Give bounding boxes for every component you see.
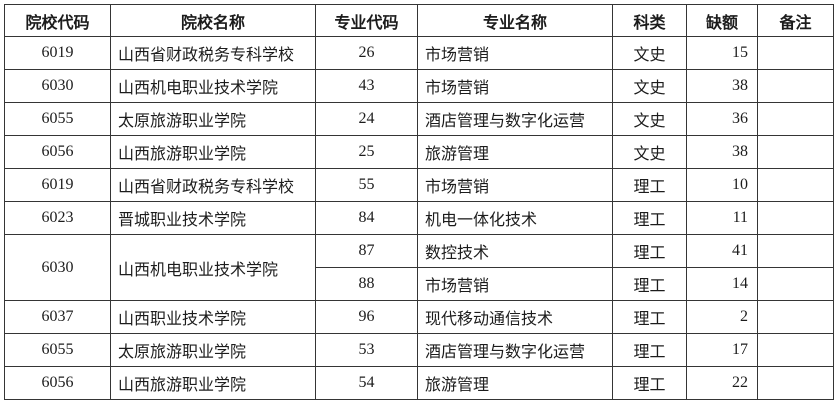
institution-code-cell: 6055 — [4, 102, 111, 136]
institution-name-cell: 山西机电职业技术学院 — [110, 234, 316, 301]
category-cell: 理工 — [612, 366, 687, 400]
table-row: 6030 山西机电职业技术学院 43 市场营销 文史 38 — [4, 69, 834, 103]
major-name-cell: 旅游管理 — [417, 135, 613, 169]
major-name-cell: 机电一体化技术 — [417, 201, 613, 235]
header-major-code: 专业代码 — [315, 4, 418, 37]
category-cell: 文史 — [612, 69, 687, 103]
vacancy-cell: 10 — [686, 168, 758, 202]
institution-code-cell: 6056 — [4, 366, 111, 400]
table-row: 6023 晋城职业技术学院 84 机电一体化技术 理工 11 — [4, 201, 834, 235]
institution-code-cell: 6030 — [4, 234, 111, 301]
table-row: 6056 山西旅游职业学院 54 旅游管理 理工 22 — [4, 366, 834, 400]
vacancy-cell: 14 — [686, 267, 758, 301]
major-name-cell: 市场营销 — [417, 168, 613, 202]
institution-name-cell: 山西省财政税务专科学校 — [110, 168, 316, 202]
remarks-cell — [757, 366, 834, 400]
vacancy-cell: 11 — [686, 201, 758, 235]
vacancy-cell: 15 — [686, 36, 758, 70]
table-row: 6019 山西省财政税务专科学校 55 市场营销 理工 10 — [4, 168, 834, 202]
remarks-cell — [757, 135, 834, 169]
vacancy-cell: 38 — [686, 135, 758, 169]
vacancy-cell: 22 — [686, 366, 758, 400]
vacancy-cell: 36 — [686, 102, 758, 136]
remarks-cell — [757, 69, 834, 103]
category-cell: 理工 — [612, 333, 687, 367]
remarks-cell — [757, 36, 834, 70]
table-row: 6055 太原旅游职业学院 53 酒店管理与数字化运营 理工 17 — [4, 333, 834, 367]
major-code-cell: 54 — [315, 366, 418, 400]
header-row: 院校代码 院校名称 专业代码 专业名称 科类 缺额 备注 — [4, 4, 834, 37]
table-row: 6019 山西省财政税务专科学校 26 市场营销 文史 15 — [4, 36, 834, 70]
institution-code-cell: 6019 — [4, 168, 111, 202]
category-cell: 理工 — [612, 267, 687, 301]
remarks-cell — [757, 234, 834, 268]
table-row: 6037 山西职业技术学院 96 现代移动通信技术 理工 2 — [4, 300, 834, 334]
header-category: 科类 — [612, 4, 687, 37]
remarks-cell — [757, 168, 834, 202]
major-name-cell: 酒店管理与数字化运营 — [417, 102, 613, 136]
major-name-cell: 现代移动通信技术 — [417, 300, 613, 334]
institution-name-cell: 山西省财政税务专科学校 — [110, 36, 316, 70]
institution-name-cell: 山西旅游职业学院 — [110, 366, 316, 400]
remarks-cell — [757, 102, 834, 136]
major-name-cell: 数控技术 — [417, 234, 613, 268]
major-code-cell: 26 — [315, 36, 418, 70]
major-code-cell: 25 — [315, 135, 418, 169]
institution-code-cell: 6023 — [4, 201, 111, 235]
remarks-cell — [757, 201, 834, 235]
remarks-cell — [757, 333, 834, 367]
header-remarks: 备注 — [757, 4, 834, 37]
vacancy-cell: 41 — [686, 234, 758, 268]
category-cell: 理工 — [612, 234, 687, 268]
institution-code-cell: 6037 — [4, 300, 111, 334]
major-name-cell: 酒店管理与数字化运营 — [417, 333, 613, 367]
institution-code-cell: 6019 — [4, 36, 111, 70]
vacancy-cell: 38 — [686, 69, 758, 103]
table-row: 6055 太原旅游职业学院 24 酒店管理与数字化运营 文史 36 — [4, 102, 834, 136]
major-name-cell: 市场营销 — [417, 69, 613, 103]
header-vacancy: 缺额 — [686, 4, 758, 37]
major-code-cell: 55 — [315, 168, 418, 202]
table-row: 6056 山西旅游职业学院 25 旅游管理 文史 38 — [4, 135, 834, 169]
institution-code-cell: 6030 — [4, 69, 111, 103]
remarks-cell — [757, 300, 834, 334]
header-institution-name: 院校名称 — [110, 4, 316, 37]
category-cell: 文史 — [612, 102, 687, 136]
category-cell: 理工 — [612, 300, 687, 334]
institution-name-cell: 山西机电职业技术学院 — [110, 69, 316, 103]
institution-name-cell: 山西旅游职业学院 — [110, 135, 316, 169]
category-cell: 文史 — [612, 36, 687, 70]
vacancy-cell: 17 — [686, 333, 758, 367]
major-code-cell: 53 — [315, 333, 418, 367]
major-code-cell: 87 — [315, 234, 418, 268]
remarks-cell — [757, 267, 834, 301]
major-code-cell: 96 — [315, 300, 418, 334]
major-code-cell: 88 — [315, 267, 418, 301]
institution-name-cell: 太原旅游职业学院 — [110, 333, 316, 367]
institution-name-cell: 晋城职业技术学院 — [110, 201, 316, 235]
category-cell: 理工 — [612, 168, 687, 202]
major-name-cell: 市场营销 — [417, 267, 613, 301]
major-name-cell: 旅游管理 — [417, 366, 613, 400]
institution-code-cell: 6056 — [4, 135, 111, 169]
institution-name-cell: 太原旅游职业学院 — [110, 102, 316, 136]
table-row: 88 市场营销 理工 14 — [5, 267, 834, 301]
header-institution-code: 院校代码 — [4, 4, 111, 37]
table-row: 6030 山西机电职业技术学院 87 数控技术 理工 41 — [4, 234, 834, 301]
institution-name-cell: 山西职业技术学院 — [110, 300, 316, 334]
vacancy-cell: 2 — [686, 300, 758, 334]
major-code-cell: 24 — [315, 102, 418, 136]
vacancy-table: 院校代码 院校名称 专业代码 专业名称 科类 缺额 备注 6019 山西省财政税… — [4, 4, 834, 400]
major-code-cell: 84 — [315, 201, 418, 235]
header-major-name: 专业名称 — [417, 4, 613, 37]
major-code-cell: 43 — [315, 69, 418, 103]
category-cell: 理工 — [612, 201, 687, 235]
category-cell: 文史 — [612, 135, 687, 169]
institution-code-cell: 6055 — [4, 333, 111, 367]
major-name-cell: 市场营销 — [417, 36, 613, 70]
